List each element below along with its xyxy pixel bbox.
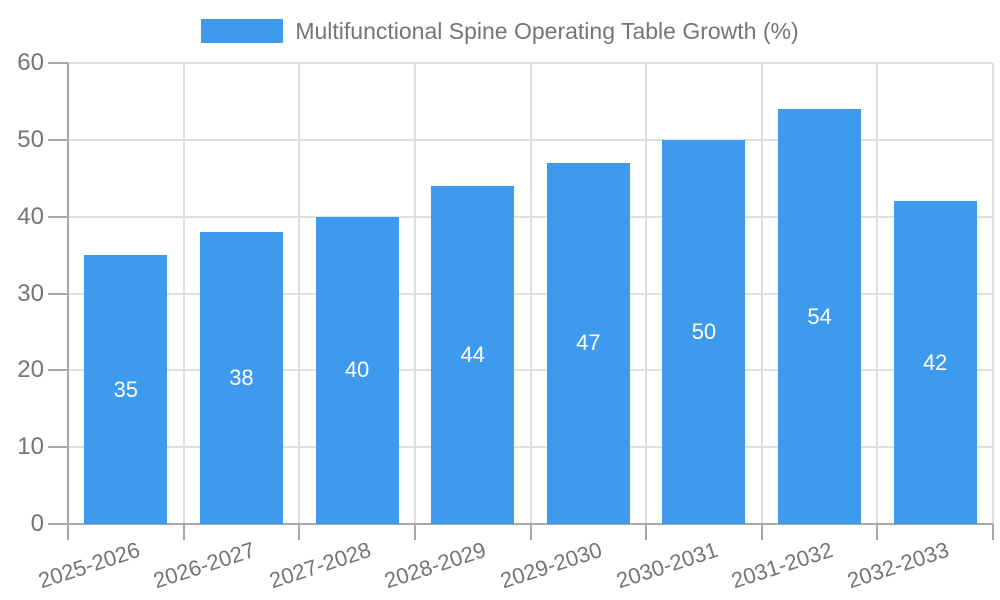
x-axis-tick-label: 2031-2032 [728,537,837,594]
bar[interactable] [84,255,168,524]
bar-value-label: 42 [922,349,948,375]
bar[interactable] [893,201,977,524]
bar-value-label: 44 [460,341,485,367]
x-axis-tick-label: 2032-2033 [844,537,952,594]
x-axis-tick [182,524,185,540]
gridline-vertical [413,63,416,524]
legend-swatch-icon [201,19,284,43]
y-axis-tick-label: 60 [17,49,44,76]
x-axis-tick-label: 2028-2029 [381,537,490,594]
y-axis-tick [48,523,68,525]
bar-value-label: 38 [229,365,254,391]
x-axis-tick [67,524,69,540]
bar[interactable] [778,109,862,524]
y-axis-tick-label: 40 [17,202,44,230]
bar[interactable] [199,232,283,524]
bar-value-label: 50 [691,318,717,344]
x-axis-tick [298,524,301,540]
bar[interactable] [662,139,746,524]
bar[interactable] [431,185,515,524]
x-axis-tick-label: 2027-2028 [265,537,374,594]
gridline-vertical [645,63,648,524]
x-axis-tick-label: 2029-2030 [497,537,606,594]
y-axis-tick [48,446,68,449]
y-axis-tick-label: 10 [17,433,44,461]
gridline-vertical [182,63,185,524]
gridline-vertical [529,63,532,524]
bar-value-label: 47 [576,330,601,356]
bar[interactable] [315,216,399,524]
x-axis-tick [992,524,994,540]
y-axis-tick [48,215,68,218]
bar-value-label: 54 [807,303,832,329]
y-axis-tick-label: 20 [17,356,44,384]
x-axis-tick-label: 2030-2031 [612,537,721,594]
gridline-vertical [760,63,763,524]
y-axis-tick-label: 0 [30,510,44,537]
x-axis-tick [876,524,879,540]
x-axis-tick [413,524,416,540]
bar-value-label: 35 [113,376,139,402]
y-axis-tick [48,292,68,295]
x-axis-tick-label: 2025-2026 [34,537,143,594]
gridline-vertical [298,63,301,524]
y-axis-line [67,63,69,524]
bar[interactable] [546,162,630,524]
legend-label: Multifunctional Spine Operating Table Gr… [295,17,799,44]
legend-item[interactable]: Multifunctional Spine Operating Table Gr… [0,14,1000,48]
bar-value-label: 40 [344,357,370,383]
x-axis-tick [645,524,648,540]
x-axis-tick [529,524,532,540]
y-axis-tick [48,138,68,141]
x-axis-tick [760,524,763,540]
y-axis-tick [48,62,68,64]
x-axis-tick-label: 2026-2027 [150,537,259,594]
y-axis-tick-label: 50 [17,125,44,153]
x-axis-line [68,523,993,525]
y-axis-tick-label: 30 [17,279,44,307]
gridline-vertical [992,63,994,524]
gridline-vertical [876,63,879,524]
y-axis-tick [48,369,68,372]
